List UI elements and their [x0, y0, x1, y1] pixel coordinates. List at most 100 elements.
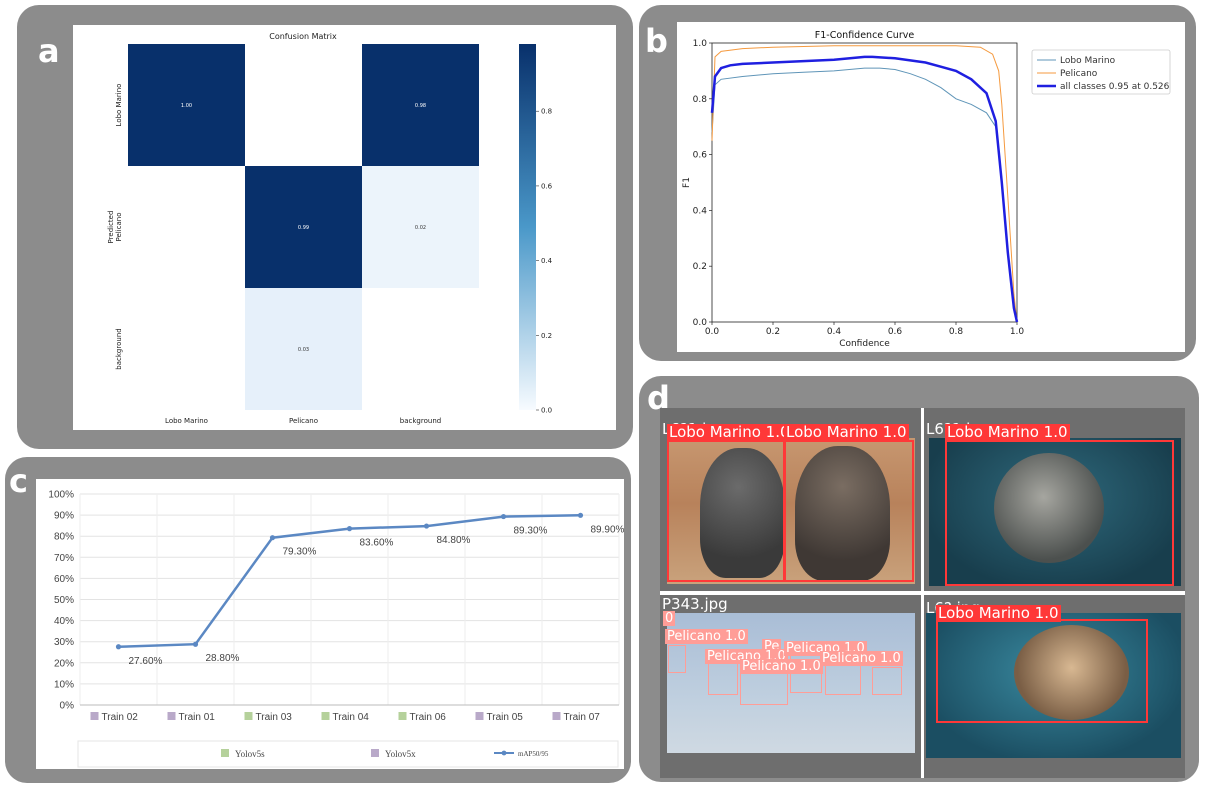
f1-ylabel: F1 — [682, 177, 692, 188]
c-ytick-label: 20% — [54, 658, 74, 669]
tile-3-label-7: Pelicano 1.0 — [820, 651, 903, 666]
c-data-label: 28.80% — [206, 653, 240, 664]
c-series-point — [500, 513, 507, 520]
c-series-point — [192, 641, 199, 647]
c-ytick-label: 10% — [54, 679, 74, 690]
f1-ytick-label: 0.6 — [693, 151, 708, 161]
f1-title: F1-Confidence Curve — [815, 30, 915, 41]
cm-colorbar-tick-label: 0.8 — [541, 108, 552, 116]
seal-shape-2 — [795, 446, 890, 581]
c-ytick-label: 30% — [54, 637, 74, 648]
seal-shape-4 — [1014, 625, 1129, 720]
f1-xtick-label: 1.0 — [1010, 327, 1025, 337]
panel-a: a Confusion Matrix 1.00 0.98 0.99 0.02 0.03 Lo… — [17, 5, 633, 449]
c-category-swatch — [90, 712, 99, 720]
f1-ytick-label: 0.4 — [693, 206, 708, 216]
detection-tile-1: L6?1.jpg Lobo Marino 1.0 Lobo Marino 1.0 — [660, 408, 921, 591]
cm-ylabel: Predicted — [107, 211, 115, 244]
c-data-label: 27.60% — [129, 656, 163, 667]
c-legend-label: mAP50/95 — [518, 750, 549, 758]
f1-axes-frame — [711, 42, 1018, 323]
f1-series-line — [711, 45, 1018, 323]
seal-shape-1 — [700, 448, 785, 578]
panel-letter-d: d — [647, 379, 670, 417]
cm-cell-label: 0.02 — [415, 225, 426, 231]
cm-col-label: Pelicano — [289, 417, 318, 425]
panel-c: c 0% 10% 20% 30% 40% 50% 60% 70% 80% 90% 100% Train… — [5, 457, 631, 783]
c-category-label: Train 05 — [487, 712, 524, 723]
c-data-label: 79.30% — [283, 547, 317, 558]
c-ytick-label: 40% — [54, 616, 74, 627]
c-legend-swatch — [371, 749, 379, 757]
tile-3-box-6 — [872, 667, 902, 695]
c-series-point — [269, 535, 276, 541]
f1-legend-label: Lobo Marino — [1060, 56, 1116, 66]
f1-ytick-label: 1.0 — [693, 39, 708, 49]
confusion-matrix-svg: Confusion Matrix 1.00 0.98 0.99 0.02 0.03 Lobo… — [107, 32, 553, 425]
cm-row-label: Pelicano — [115, 212, 123, 241]
map-line-chart: 0% 10% 20% 30% 40% 50% 60% 70% 80% 90% 100% Train 0… — [36, 479, 624, 769]
f1-legend-label: all classes 0.95 at 0.526 — [1060, 82, 1170, 92]
cm-title: Confusion Matrix — [269, 32, 337, 41]
c-ytick-label: 100% — [48, 490, 74, 501]
cm-colorbar-tick-label: 0.4 — [541, 257, 553, 265]
cm-cell-label: 0.03 — [298, 347, 309, 353]
tile-1-label-2: Lobo Marino 1.0 — [784, 423, 909, 441]
c-legend-marker — [501, 750, 507, 756]
f1-xtick-label: 0.2 — [766, 327, 780, 337]
c-data-label: 83.60% — [360, 538, 394, 549]
tile-1-box-1 — [667, 440, 785, 582]
c-series-point — [423, 523, 430, 529]
c-category-swatch — [552, 712, 561, 720]
c-ytick-label: 60% — [54, 574, 74, 585]
c-series-line — [118, 514, 581, 649]
c-category-swatch — [244, 712, 253, 720]
c-legend-label: Yolov5x — [385, 749, 416, 759]
c-ytick-label: 0% — [60, 701, 75, 712]
f1-curve-svg: F1-Confidence Curve 0.0 0.2 0.4 0.6 0.8 1.0 0.0… — [682, 30, 1171, 349]
panel-d: d L6?1.jpg Lobo Marino 1.0 Lobo Marino 1… — [639, 376, 1199, 782]
c-legend-label: Yolov5s — [235, 749, 265, 759]
tile-3-filename: P343.jpg — [662, 595, 728, 613]
c-series-point — [577, 512, 584, 518]
f1-xtick-label: 0.6 — [888, 327, 903, 337]
tile-3-label-5: Pelicano 1.0 — [740, 659, 823, 674]
cm-colorbar-tick-label: 0.0 — [541, 407, 552, 415]
cm-cell — [362, 44, 479, 166]
tile-4-label-1: Lobo Marino 1.0 — [936, 604, 1061, 622]
f1-xtick-label: 0.4 — [827, 327, 842, 337]
c-category-swatch — [398, 712, 407, 720]
f1-ytick-label: 0.2 — [693, 262, 707, 272]
f1-ytick-label: 0.0 — [693, 318, 708, 328]
c-category-swatch — [475, 712, 484, 720]
confusion-matrix-plot: Confusion Matrix 1.00 0.98 0.99 0.02 0.03 Lobo… — [73, 25, 616, 430]
cm-row-label: Lobo Marino — [115, 84, 123, 127]
c-ytick-label: 90% — [54, 511, 74, 522]
f1-series-line — [711, 67, 1018, 323]
seal-shape-3 — [994, 453, 1104, 563]
f1-xlabel: Confidence — [839, 339, 890, 349]
cm-cell-label: 1.00 — [181, 103, 192, 109]
f1-series-line — [710, 55, 1019, 323]
c-data-label: 89.30% — [514, 526, 548, 537]
f1-curve-plot: F1-Confidence Curve 0.0 0.2 0.4 0.6 0.8 1.0 0.0… — [677, 22, 1185, 352]
tile-3-box-1 — [668, 645, 686, 673]
c-category-label: Train 02 — [102, 712, 139, 723]
cm-cell — [245, 288, 362, 410]
cm-col-label: background — [400, 417, 441, 425]
c-category-swatch — [321, 712, 330, 720]
c-legend-swatch — [221, 749, 229, 757]
c-ytick-label: 50% — [54, 595, 74, 606]
c-series-point — [115, 644, 122, 650]
c-category-label: Train 04 — [333, 712, 370, 723]
panel-letter-b: b — [645, 22, 668, 60]
c-category-label: Train 01 — [179, 712, 216, 723]
map-line-svg: 0% 10% 20% 30% 40% 50% 60% 70% 80% 90% 100% Train 0… — [48, 490, 624, 768]
detection-tile-3: P343.jpg 0 Pelicano 1.0 Pe Pelicano 1.0 … — [660, 595, 921, 778]
tile-1-label-1: Lobo Marino 1.0 — [667, 423, 792, 441]
cm-colorbar-tick-label: 0.2 — [541, 332, 552, 340]
f1-xtick-label: 0.0 — [705, 327, 720, 337]
tile-2-box-1 — [945, 440, 1174, 586]
c-data-label: 84.80% — [437, 535, 471, 546]
cm-colorbar — [519, 44, 536, 410]
